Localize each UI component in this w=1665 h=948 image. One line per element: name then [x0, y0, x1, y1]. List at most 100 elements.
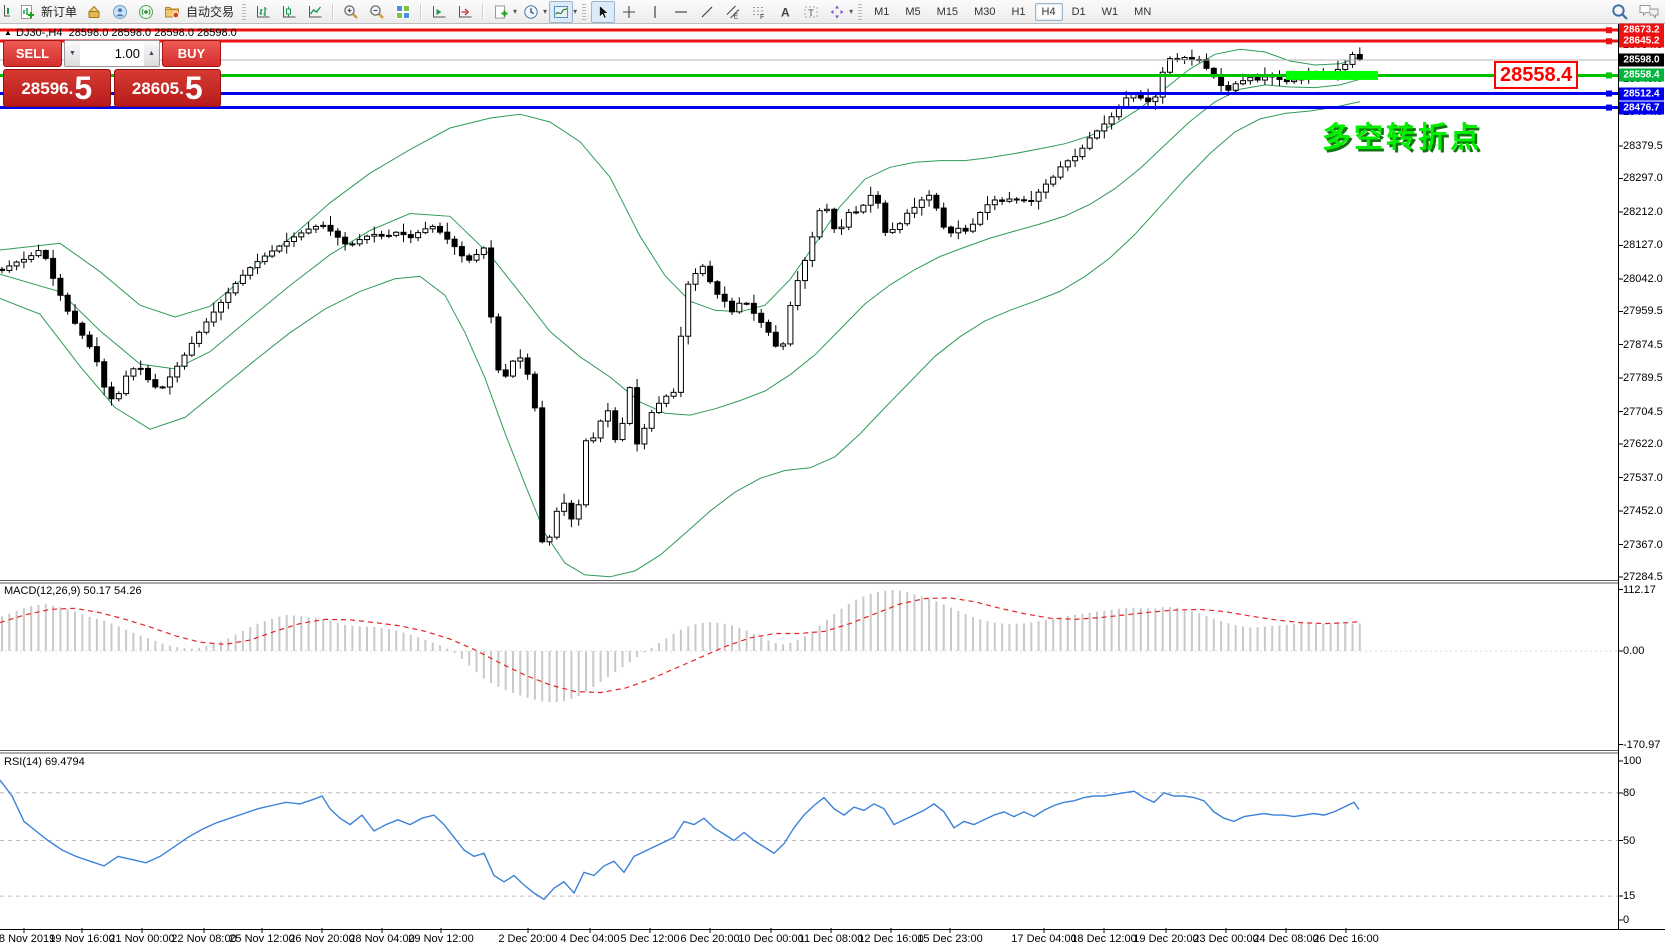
buy-price-big-digit: 5 — [184, 70, 203, 106]
chart-shift-icon[interactable] — [453, 1, 477, 23]
toolbar-grip — [582, 3, 587, 20]
axis-tick-label: 27789.5 — [1623, 372, 1663, 385]
search-icon[interactable] — [1610, 2, 1630, 27]
arrows-tool-icon[interactable] — [825, 1, 849, 23]
price-level-box: 28512.4 — [1619, 87, 1664, 101]
equidistant-channel-icon[interactable]: E — [721, 1, 745, 23]
cursor-icon[interactable] — [591, 0, 616, 23]
horizontal-line-icon[interactable] — [669, 1, 693, 23]
price-level-box: 28558.4 — [1619, 68, 1664, 82]
timeframe-m30-button[interactable]: M30 — [974, 5, 996, 18]
templates-dropdown-caret[interactable]: ▾ — [573, 7, 578, 16]
one-click-trading-panel: SELL ▼ ▲ BUY 28596.5 28605.5 — [3, 40, 221, 107]
axis-tick-label: 27537.0 — [1623, 471, 1663, 484]
time-axis-label: 12 Dec 16:00 — [858, 933, 924, 945]
line-chart-icon[interactable] — [303, 1, 327, 23]
text-tool-icon[interactable]: A — [773, 1, 797, 23]
timeframe-m5-button[interactable]: M5 — [905, 5, 921, 18]
chart-title: DJ30-,H4 28598.0 28598.0 28598.0 28598.0 — [16, 27, 237, 39]
price-level-box: 28598.0 — [1619, 53, 1664, 67]
axis-tick-label: 27367.0 — [1623, 538, 1663, 551]
new-order-label[interactable]: 新订单 — [41, 5, 78, 19]
crosshair-icon[interactable] — [617, 1, 641, 23]
time-axis-label: 15 Dec 23:00 — [917, 933, 983, 945]
candle-chart-icon[interactable] — [277, 1, 301, 23]
time-axis-label: 17 Dec 04:00 — [1011, 933, 1077, 945]
volume-increase-button[interactable]: ▲ — [144, 41, 159, 66]
price-level-box: 28645.2 — [1619, 34, 1664, 48]
axis-tick-label: 27284.5 — [1623, 571, 1663, 584]
trendline-icon[interactable] — [695, 1, 719, 23]
zoom-out-icon[interactable] — [365, 1, 389, 23]
axis-tick-label: 50 — [1623, 834, 1636, 847]
templates-icon[interactable] — [549, 0, 574, 23]
axis-tick-label: 28297.0 — [1623, 172, 1663, 185]
signals-icon[interactable] — [134, 1, 158, 23]
arrows-tool-dropdown-caret[interactable]: ▾ — [849, 7, 854, 16]
volume-decrease-button[interactable]: ▼ — [65, 41, 80, 66]
autotrade-label[interactable]: 自动交易 — [186, 5, 235, 19]
new-chart-icon[interactable] — [489, 1, 513, 23]
toolbar-separator — [332, 3, 335, 20]
timeframe-h1-button[interactable]: H1 — [1011, 5, 1026, 18]
time-axis-label: 28 Nov 04:00 — [349, 933, 415, 945]
chat-icon[interactable] — [1638, 3, 1660, 26]
time-axis-label: 29 Nov 12:00 — [408, 933, 474, 945]
buy-price[interactable]: 28605. 5 — [113, 69, 221, 107]
time-axis-label: 18 Dec 12:00 — [1071, 933, 1137, 945]
time-axis-label: 26 Nov 20:00 — [289, 933, 355, 945]
community-icon[interactable] — [108, 1, 132, 23]
timeframe-mn-button[interactable]: MN — [1134, 5, 1152, 18]
sell-button[interactable]: SELL — [3, 40, 62, 67]
time-axis-label: 26 Dec 16:00 — [1313, 933, 1379, 945]
timeframe-m1-button[interactable]: M1 — [874, 5, 890, 18]
rsi-indicator-label: RSI(14) 69.4794 — [4, 756, 85, 768]
zoom-in-icon[interactable] — [339, 1, 363, 23]
periods-icon[interactable] — [519, 1, 543, 23]
axis-tick-label: 27959.5 — [1623, 305, 1663, 318]
timeframe-m15-button[interactable]: M15 — [936, 5, 959, 18]
time-axis-label: 24 Dec 08:00 — [1253, 933, 1319, 945]
axis-tick-label: 27452.0 — [1623, 505, 1663, 518]
volume-stepper: ▼ ▲ — [64, 40, 160, 67]
chart-collapse-icon[interactable]: ▲ — [4, 28, 12, 37]
axis-tick-label: 28042.0 — [1623, 272, 1663, 285]
axis-tick-label: 28379.5 — [1623, 139, 1663, 152]
timeframe-h4-button[interactable]: H4 — [1034, 2, 1063, 21]
axis-tick-label: 0 — [1623, 914, 1630, 926]
time-axis-label: 18 Nov 2019 — [0, 933, 56, 945]
axis-tick-label: 27704.5 — [1623, 405, 1663, 418]
time-axis-label: 4 Dec 04:00 — [560, 933, 620, 945]
svg-text:F: F — [760, 14, 764, 20]
toolbar-grip — [858, 3, 863, 20]
price-level-box: 28673.2 — [1619, 23, 1664, 37]
time-axis-label: 2 Dec 20:00 — [498, 933, 558, 945]
price-callout-label: 28558.4 — [1494, 61, 1579, 89]
buy-button[interactable]: BUY — [162, 40, 221, 67]
time-axis-label: 19 Nov 16:00 — [49, 933, 115, 945]
timeframe-w1-button[interactable]: W1 — [1101, 5, 1119, 18]
bar-chart-icon[interactable] — [251, 1, 275, 23]
svg-text:T: T — [808, 7, 814, 17]
price-level-box: 28476.7 — [1619, 101, 1664, 115]
tile-windows-icon[interactable] — [391, 1, 415, 23]
marketplace-icon[interactable] — [82, 1, 106, 23]
timeframe-d1-button[interactable]: D1 — [1071, 5, 1086, 18]
fibonacci-icon[interactable]: F — [747, 1, 771, 23]
toolbar-right — [1610, 2, 1660, 27]
buy-price-main: 28605. — [131, 79, 184, 98]
time-axis-label: 6 Dec 20:00 — [680, 933, 740, 945]
sell-price[interactable]: 28596. 5 — [3, 69, 111, 107]
new-chart-dropdown-caret[interactable]: ▾ — [513, 7, 518, 16]
new-order-icon[interactable] — [15, 1, 39, 23]
text-label-icon[interactable]: T — [799, 1, 823, 23]
vertical-line-icon[interactable] — [643, 1, 667, 23]
time-axis-label: 25 Nov 12:00 — [229, 933, 295, 945]
auto-scroll-icon[interactable] — [427, 1, 451, 23]
macd-indicator-label: MACD(12,26,9) 50.17 54.26 — [4, 585, 142, 597]
periods-dropdown-caret[interactable]: ▾ — [543, 7, 548, 16]
volume-input[interactable] — [80, 41, 144, 66]
autotrade-icon[interactable] — [160, 1, 184, 23]
toolbar-grip — [242, 3, 247, 20]
